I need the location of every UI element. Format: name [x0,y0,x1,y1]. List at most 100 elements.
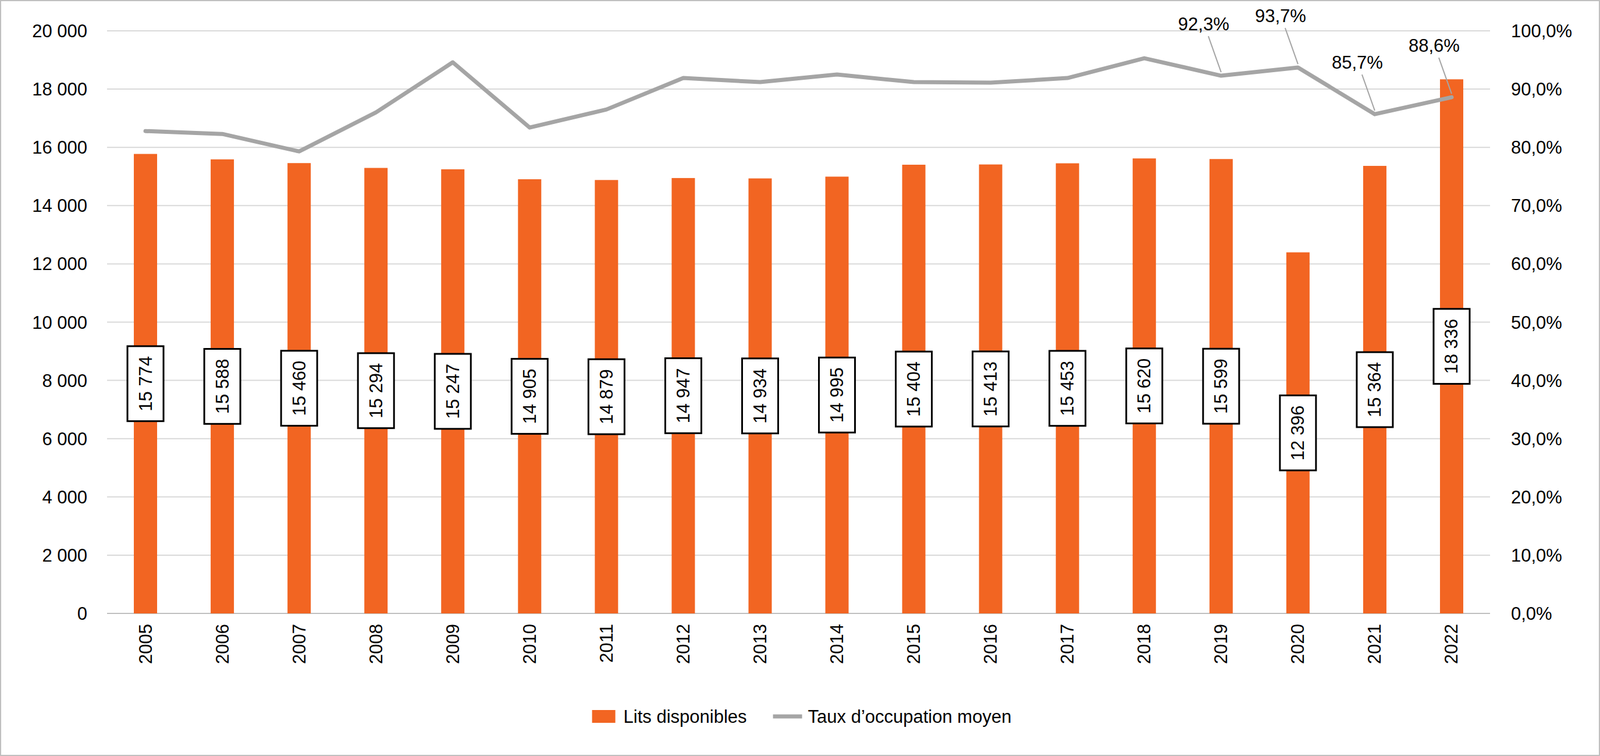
bar-label-box [511,358,548,435]
bar-label-box [1049,350,1086,426]
bar [1209,158,1233,614]
bar-label-group: 14 947 [665,358,702,434]
y-tick-label: 18 000 [32,79,88,100]
bar-label-group: 15 364 [1356,352,1393,428]
leader-line [1208,36,1222,73]
x-tick-label: 2018 [1133,623,1155,664]
y-tick-label: 2 000 [41,545,88,566]
bar-label-box [819,357,856,433]
bar-data-label: 14 995 [826,367,848,423]
y2-tick-label: 70,0% [1510,195,1563,216]
bar-data-label: 15 599 [1210,358,1232,414]
bar-label-box [1280,395,1317,471]
grid-line [107,612,1491,614]
bar-data-label: 15 364 [1364,361,1385,418]
legend-item: Taux d’occupation moyen [773,706,1012,727]
x-tick-label: 2012 [673,623,694,664]
bar-label-box [357,353,394,429]
y2-tick [1490,30,1494,32]
y2-tick [1490,205,1494,206]
bar-label-group: 15 453 [1049,350,1086,426]
x-tick-label: 2014 [826,623,848,664]
bar [287,162,311,614]
plot-area [133,58,1464,614]
bar-label-box [896,351,933,427]
bar-data-label: 15 294 [365,363,387,419]
line-data-label: 92,3% [1178,13,1230,35]
y-tick-label: 14 000 [32,195,88,216]
y2-tick [1490,321,1494,323]
bar [364,168,388,614]
legend-swatch [773,714,803,719]
x-tick-label: 2020 [1287,623,1308,664]
y2-tick-label: 10,0% [1510,545,1563,566]
bar [1286,252,1310,614]
bar-data-label: 15 413 [980,361,1001,417]
line-data-label: 88,6% [1408,35,1460,56]
line-data-label: 93,7% [1254,5,1307,27]
legend-label: Taux d’occupation moyen [808,706,1012,727]
x-tick-label: 2008 [365,623,387,664]
grid-line [107,30,1491,32]
bar-label-box [1433,308,1470,384]
leader-line [1362,74,1375,111]
bar-label-group: 14 905 [511,358,548,435]
y2-tick-label: 0,0% [1510,603,1553,624]
y2-tick-label: 80,0% [1510,137,1563,158]
y2-tick [1490,147,1494,148]
bar-label-group: 15 588 [204,348,241,424]
chart-border [0,0,1600,756]
bar-label-box [281,350,318,426]
x-tick-label: 2011 [596,623,617,663]
line-data-label: 85,7% [1331,52,1383,73]
y2-tick [1490,438,1494,439]
y-tick-label: 10 000 [32,312,88,333]
bar-label-group: 14 934 [741,358,778,434]
bar-data-label: 18 336 [1441,318,1462,375]
x-tick-label: 2017 [1057,623,1078,664]
y2-tick-label: 50,0% [1510,312,1563,333]
chart-wrap: 02 0004 0006 0008 00010 00012 00014 0001… [0,0,1600,756]
y2-tick-label: 60,0% [1510,253,1563,275]
x-tick-label: 2016 [980,623,1001,664]
bar-label-group: 15 294 [357,353,394,429]
bar-label-group: 15 460 [281,350,318,426]
x-tick-label: 2010 [519,623,540,664]
bar-data-label: 15 404 [903,361,924,417]
bar [1363,165,1387,614]
bar-data-label: 14 934 [749,368,771,424]
bar-data-label: 15 453 [1057,360,1078,416]
legend: Lits disponibles Taux d’occupation moyen [592,706,1012,727]
bar-label-group: 15 599 [1203,348,1240,424]
grid-line [107,146,1491,148]
bar [902,164,926,614]
y2-tick [1490,496,1494,497]
y2-tick [1490,554,1494,556]
bar [594,179,618,614]
y2-tick [1490,613,1494,614]
bar-data-label: 12 396 [1287,404,1308,461]
y-tick-label: 6 000 [41,428,88,450]
y-tick-label: 4 000 [41,486,88,508]
bar-label-group: 15 620 [1126,348,1163,424]
legend-item: Lits disponibles [592,706,748,727]
x-tick-label: 2021 [1364,623,1385,664]
bar-data-label: 15 774 [135,356,156,412]
y-tick-label: 20 000 [32,20,88,42]
grid-line [107,262,1491,265]
bar-label-box [741,358,778,434]
bar-label-group: 12 396 [1280,395,1317,471]
bar-label-box [434,353,471,429]
y2-tick [1490,89,1494,90]
legend-label: Lits disponibles [623,706,748,727]
bar-data-label: 15 247 [442,363,464,419]
bar [671,178,695,614]
leader-line [1285,27,1299,64]
y-tick-label: 0 [77,603,88,624]
grid-line [107,321,1491,323]
bar [133,154,158,614]
grid-line [107,204,1491,206]
grid-line [107,88,1491,90]
y2-tick-label: 40,0% [1510,370,1563,391]
bar-data-label: 15 620 [1133,358,1155,414]
